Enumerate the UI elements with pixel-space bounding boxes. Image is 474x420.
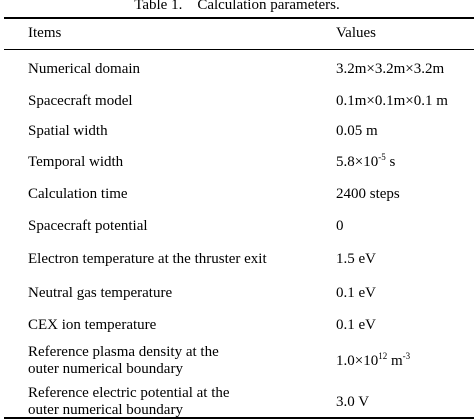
item-text: Spacecraft model xyxy=(28,92,133,109)
value-text: 0 xyxy=(336,218,344,234)
value-unit: s xyxy=(385,154,396,170)
value-cell: 3.0 V xyxy=(336,392,369,412)
value-text: 0.1 eV xyxy=(336,317,376,333)
item-cell: CEX ion temperature xyxy=(28,317,156,334)
item-cell: Calculation time xyxy=(28,186,128,203)
item-text: Spacecraft potential xyxy=(28,217,148,234)
item-cell: Spacecraft model xyxy=(28,93,133,110)
bottom-rule xyxy=(4,417,474,419)
table-caption: Table 1. Calculation parameters. xyxy=(134,0,340,13)
item-text: Calculation time xyxy=(28,185,128,202)
column-header-values: Values xyxy=(336,25,376,41)
value-text: 1.5 eV xyxy=(336,251,376,267)
item-cell: Reference electric potential at the outer… xyxy=(28,385,230,419)
top-rule xyxy=(4,17,474,19)
item-text: Spatial width xyxy=(28,122,108,139)
item-cell: Spacecraft potential xyxy=(28,218,148,235)
item-text: Electron temperature at the thruster exi… xyxy=(28,250,267,267)
value-exponent: 12 xyxy=(378,351,388,361)
column-header-items: Items xyxy=(28,25,62,41)
value-cell: 1.5 eV xyxy=(336,249,376,269)
value-text: 0.05 m xyxy=(336,123,378,139)
value-cell: 0.1 eV xyxy=(336,315,376,335)
value-cell: 0.05 m xyxy=(336,121,378,141)
value-text: 5.8×10 xyxy=(336,154,379,170)
value-cell: 2400 steps xyxy=(336,184,400,204)
value-exponent: -5 xyxy=(378,152,386,162)
item-cell: Temporal width xyxy=(28,154,123,171)
item-cell: Neutral gas temperature xyxy=(28,285,172,302)
item-text: Numerical domain xyxy=(28,60,141,77)
value-cell: 0.1m×0.1m×0.1 m xyxy=(336,91,448,111)
value-text: 0.1 eV xyxy=(336,285,376,301)
value-unit-exponent: -3 xyxy=(402,351,411,361)
value-text: 2400 steps xyxy=(336,186,400,202)
item-text: CEX ion temperature xyxy=(28,316,157,333)
value-text: 0.1m×0.1m×0.1 m xyxy=(336,93,448,109)
item-cell: Reference plasma density at the outer num… xyxy=(28,344,219,378)
value-cell: 0 xyxy=(336,216,344,236)
value-cell: 5.8×10-5 s xyxy=(336,152,395,172)
item-text: outer numerical boundary xyxy=(28,402,183,418)
item-cell: Electron temperature at the thruster exi… xyxy=(28,251,267,268)
value-text: 3.2m×3.2m×3.2m xyxy=(336,61,445,77)
value-text: 1.0×10 xyxy=(336,353,379,369)
value-cell: 3.2m×3.2m×3.2m xyxy=(336,59,444,79)
value-cell: 1.0×1012 m-3 xyxy=(336,351,410,371)
item-text: Reference electric potential at the xyxy=(28,385,230,401)
value-unit: m xyxy=(387,353,403,369)
item-text: Reference plasma density at the xyxy=(28,344,219,360)
item-text: Temporal width xyxy=(28,153,124,170)
item-text: Neutral gas temperature xyxy=(28,284,173,301)
item-cell: Numerical domain xyxy=(28,61,140,78)
item-cell: Spatial width xyxy=(28,123,108,140)
item-text: outer numerical boundary xyxy=(28,361,183,377)
value-cell: 0.1 eV xyxy=(336,283,376,303)
header-rule xyxy=(4,49,474,50)
value-text: 3.0 V xyxy=(336,394,370,410)
